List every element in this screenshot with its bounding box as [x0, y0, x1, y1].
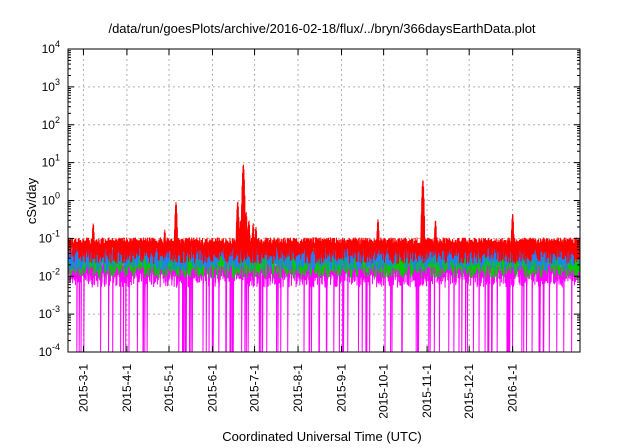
y-tick-label: 103: [42, 77, 60, 94]
x-tick-label: 2015-10-1: [377, 364, 391, 419]
grid: [68, 49, 580, 352]
x-tick-label: 2015-4-1: [120, 364, 134, 412]
x-axis-label: Coordinated Universal Time (UTC): [222, 429, 421, 444]
y-tick-label: 102: [42, 115, 60, 132]
plot-area: [67, 164, 581, 353]
x-tick-label: 2015-8-1: [291, 364, 305, 412]
x-axis: 2015-3-1 2015-4-1 2015-5-1 2015-6-1 2015-7-1…: [76, 49, 520, 419]
x-tick-label: 2015-3-1: [76, 364, 90, 412]
x-tick-label: 2016-1-1: [506, 364, 520, 412]
y-tick-label: 104: [42, 39, 60, 56]
y-tick-label: 100: [42, 191, 60, 208]
y-tick-label: 10-2: [39, 266, 60, 283]
x-tick-label: 2015-7-1: [248, 364, 262, 412]
x-tick-label: 2015-11-1: [420, 364, 434, 418]
x-tick-label: 2015-12-1: [462, 364, 476, 419]
y-axis: 10-4 10-3 10-2 10-1 100 101 102 103 104: [39, 39, 580, 359]
y-tick-label: 10-3: [39, 304, 60, 321]
y-tick-label: 10-1: [39, 228, 60, 245]
x-tick-label: 2015-6-1: [205, 364, 219, 412]
y-axis-label: cSv/day: [24, 177, 39, 224]
x-tick-label: 2015-5-1: [162, 364, 176, 412]
chart-title: /data/run/goesPlots/archive/2016-02-18/f…: [108, 21, 535, 36]
series-line: [67, 164, 581, 264]
y-tick-label: 101: [42, 153, 60, 170]
y-tick-label: 10-4: [39, 342, 60, 359]
x-tick-label: 2015-9-1: [335, 364, 349, 412]
